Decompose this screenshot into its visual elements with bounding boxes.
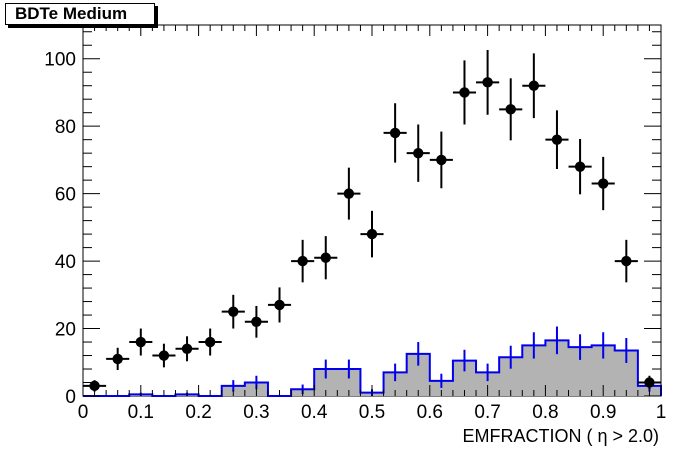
y-tick-label: 60 xyxy=(55,185,76,206)
axes-layer: 0 0.1 0.2 0.3 0.4 0.5 0.6 0.7 0.8 0.9 1 0 20 40 60 80 10… xyxy=(44,25,666,423)
data-point xyxy=(459,87,470,98)
y-tick-label: 0 xyxy=(65,387,76,408)
data-point xyxy=(505,104,516,115)
x-tick-label: 0.5 xyxy=(359,402,385,423)
data-point xyxy=(204,336,216,348)
data-point xyxy=(320,252,331,263)
y-tick-label: 20 xyxy=(55,320,76,341)
data-point xyxy=(112,353,123,365)
data-point xyxy=(436,154,447,166)
data-point xyxy=(135,336,146,348)
data-points-layer xyxy=(83,49,661,392)
x-tick-label: 0.7 xyxy=(474,402,500,423)
data-point xyxy=(528,80,540,91)
x-tick-label: 1 xyxy=(656,402,667,423)
data-point xyxy=(551,134,563,145)
y-tick-label: 80 xyxy=(55,117,76,138)
y-tick-label: 100 xyxy=(44,50,76,71)
x-tick-label: 0.4 xyxy=(301,402,328,423)
histogram-fill xyxy=(83,340,661,396)
data-point xyxy=(274,299,285,311)
x-tick-label: 0 xyxy=(78,402,89,423)
x-axis-title: EMFRACTION ( η > 2.0) xyxy=(462,426,659,446)
y-tick-label: 40 xyxy=(55,252,76,273)
data-point xyxy=(482,77,493,88)
data-point xyxy=(297,255,308,267)
data-point xyxy=(89,380,100,392)
chart-title: BDTe Medium xyxy=(5,3,155,25)
x-tick-label: 0.3 xyxy=(243,402,269,423)
data-point xyxy=(251,316,262,327)
x-tick-label: 0.6 xyxy=(417,402,443,423)
x-tick-label: 0.2 xyxy=(185,402,211,423)
data-point xyxy=(598,178,609,189)
data-point xyxy=(181,343,193,354)
data-point xyxy=(389,127,401,139)
data-point xyxy=(366,228,378,240)
data-point xyxy=(621,255,632,267)
data-point xyxy=(644,377,655,388)
data-point xyxy=(158,350,170,361)
data-point xyxy=(574,161,586,172)
x-tick-label: 0.9 xyxy=(590,402,616,423)
data-point xyxy=(343,188,355,199)
plot-frame xyxy=(82,24,662,397)
data-point xyxy=(413,147,424,159)
x-tick-label: 0.8 xyxy=(532,402,558,423)
x-tick-label: 0.1 xyxy=(128,402,154,423)
data-point xyxy=(228,306,239,317)
